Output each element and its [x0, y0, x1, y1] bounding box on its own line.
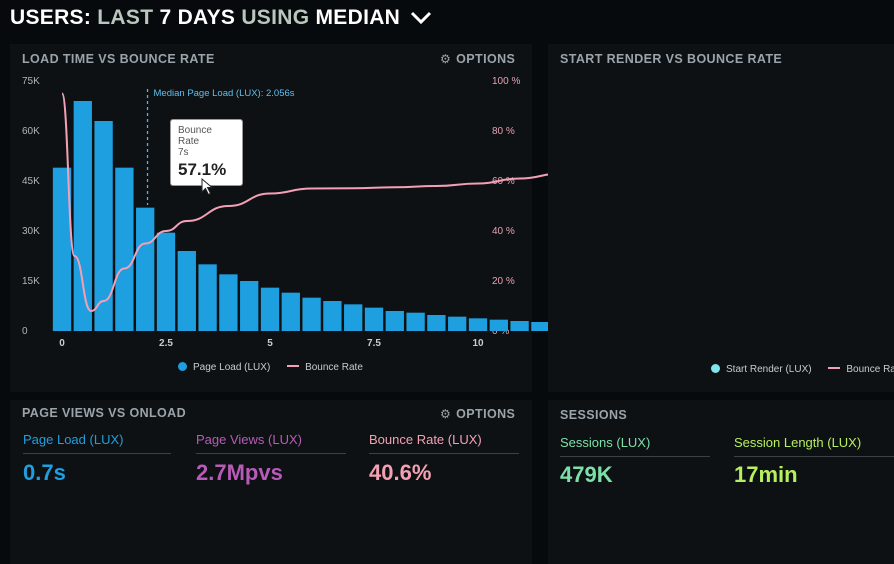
- bar: [448, 316, 467, 331]
- tooltip-series: Bounce Rate: [178, 125, 212, 147]
- legend-dot: [178, 362, 187, 371]
- bar: [73, 101, 92, 331]
- metric-divider: [196, 453, 346, 454]
- bar: [364, 307, 384, 331]
- metric-page-views-label: Page Views (LUX): [196, 432, 302, 447]
- legend-start-render: Start Render (LUX): [726, 364, 812, 375]
- tooltip-value: 57.1%: [178, 160, 227, 179]
- bar: [136, 207, 155, 331]
- metric-page-load-value: 0.7s: [23, 460, 66, 485]
- title-range: 7 DAYS: [159, 6, 236, 29]
- options-label: OPTIONS: [456, 407, 516, 421]
- legend-bounce-rate: Bounce Rate: [305, 362, 363, 373]
- bar: [468, 318, 488, 331]
- metric-page-views-value: 2.7Mpvs: [196, 460, 283, 485]
- y-tick-label: 45K: [22, 176, 40, 187]
- metric-divider: [23, 453, 171, 454]
- bar: [198, 264, 217, 331]
- x-tick-label: 2.5: [159, 338, 173, 349]
- metric-session-length-label: Session Length (LUX): [734, 435, 862, 450]
- bar: [260, 287, 280, 331]
- bar: [156, 232, 176, 331]
- bar: [510, 321, 529, 331]
- metric-divider: [369, 453, 519, 454]
- x-tick-label: 5: [267, 338, 273, 349]
- bar: [177, 251, 196, 331]
- y2-tick-label: 60 %: [492, 176, 515, 187]
- page-views-panel: [10, 400, 532, 564]
- y2-tick-label: 20 %: [492, 276, 515, 287]
- metric-bounce-rate-label: Bounce Rate (LUX): [369, 432, 482, 447]
- bar: [385, 311, 404, 331]
- y2-tick-label: 100 %: [492, 76, 520, 87]
- y-tick-label: 60K: [22, 126, 40, 137]
- y2-tick-label: 80 %: [492, 126, 515, 137]
- bar: [323, 301, 342, 331]
- bar: [240, 281, 259, 331]
- cursor-icon: [201, 178, 214, 196]
- metric-bounce-rate-value: 40.6%: [369, 460, 432, 485]
- title-median: MEDIAN: [315, 6, 401, 29]
- page-views-options-button[interactable]: ⚙ OPTIONS: [440, 407, 515, 421]
- sessions-panel: [548, 400, 894, 564]
- start-render-panel-title: START RENDER VS BOUNCE RATE: [560, 52, 783, 66]
- load-time-panel-title: LOAD TIME VS BOUNCE RATE: [22, 52, 215, 66]
- title-last: LAST: [97, 6, 154, 29]
- title-users: USERS:: [10, 6, 92, 29]
- metric-divider: [560, 456, 710, 457]
- gear-icon: ⚙: [440, 407, 452, 421]
- y-tick-label: 15K: [22, 276, 40, 287]
- bar: [115, 167, 134, 331]
- load-time-legend: Page Load (LUX) Bounce Rate: [178, 362, 363, 373]
- x-tick-label: 10: [472, 338, 484, 349]
- sessions-panel-title: SESSIONS: [560, 408, 628, 422]
- start-render-legend: Start Render (LUX) Bounce Rate: [711, 364, 894, 375]
- y2-tick-label: 0 %: [492, 326, 509, 337]
- tooltip-x: 7s: [178, 147, 189, 158]
- y-tick-label: 0: [22, 326, 28, 337]
- metric-session-length-value: 17min: [734, 462, 798, 487]
- metric-sessions-value: 479K: [560, 462, 613, 487]
- bar: [427, 315, 446, 331]
- bar: [406, 312, 425, 331]
- median-label: Median Page Load (LUX): 2.056s: [154, 88, 295, 99]
- legend-line: [287, 365, 300, 367]
- metric-sessions-label: Sessions (LUX): [560, 435, 651, 450]
- legend-line: [828, 367, 841, 369]
- y-tick-label: 30K: [22, 226, 40, 237]
- title-using: USING: [241, 6, 310, 29]
- legend-page-load: Page Load (LUX): [193, 362, 271, 373]
- x-tick-label: 7.5: [367, 338, 381, 349]
- x-tick-label: 0: [59, 338, 65, 349]
- legend-dot: [711, 364, 720, 373]
- bar: [531, 322, 550, 331]
- bar: [52, 167, 72, 331]
- metric-divider: [734, 456, 894, 457]
- bar: [489, 319, 508, 331]
- page-views-panel-title: PAGE VIEWS VS ONLOAD: [22, 406, 187, 420]
- legend-bounce-rate-2: Bounce Rate: [846, 364, 894, 375]
- start-render-panel: [548, 44, 894, 392]
- load-time-options-button[interactable]: ⚙ OPTIONS: [440, 52, 515, 66]
- bar: [219, 274, 238, 331]
- options-label: OPTIONS: [456, 52, 516, 66]
- gear-icon: ⚙: [440, 52, 452, 66]
- page-title[interactable]: USERS: LAST 7 DAYS USING MEDIAN: [10, 6, 432, 30]
- metric-page-load-label: Page Load (LUX): [23, 432, 124, 447]
- y2-tick-label: 40 %: [492, 226, 515, 237]
- bar: [281, 292, 300, 331]
- bar: [302, 297, 321, 331]
- bounce-rate-tooltip: Bounce Rate 7s 57.1%: [171, 120, 242, 185]
- chevron-down-icon[interactable]: [410, 11, 432, 25]
- bar: [94, 121, 113, 331]
- y-tick-label: 75K: [22, 76, 40, 87]
- bar: [344, 304, 363, 331]
